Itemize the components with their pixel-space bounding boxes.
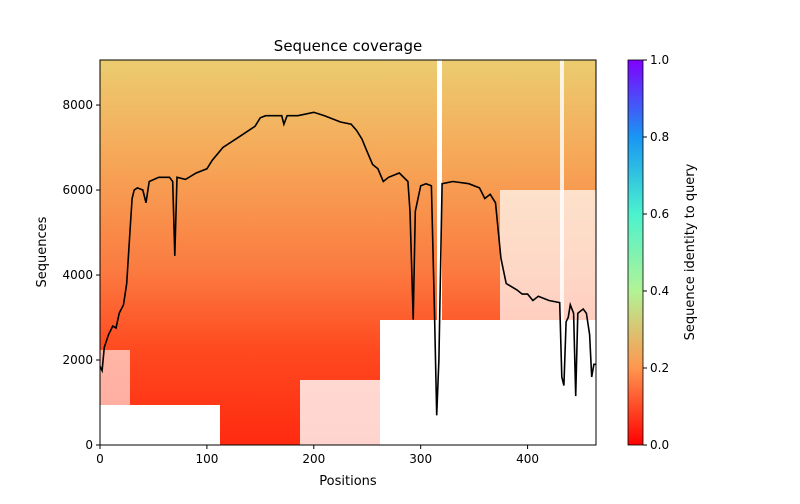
- plot-frame: [99, 59, 597, 446]
- x-tick-label: 200: [302, 452, 325, 466]
- colorbar-tick-label: 0.8: [650, 130, 669, 144]
- x-tick-label: 400: [516, 452, 539, 466]
- y-axis-label: Sequences: [35, 216, 50, 287]
- colorbar-tick-label: 0.2: [650, 361, 669, 375]
- colorbar-tick-label: 1.0: [650, 53, 669, 67]
- y-tick-label: 0: [85, 438, 93, 452]
- colorbar: [627, 59, 644, 446]
- y-tick-label: 6000: [62, 183, 93, 197]
- colorbar-label: Sequence identity to query: [683, 163, 698, 340]
- coverage-line: [99, 111, 596, 416]
- x-tick-label: 300: [409, 452, 432, 466]
- y-tick-label: 8000: [62, 98, 93, 112]
- y-tick-label: 2000: [62, 353, 93, 367]
- x-tick-label: 100: [195, 452, 218, 466]
- colorbar-tick-label: 0.6: [650, 207, 669, 221]
- x-tick-label: 0: [96, 452, 104, 466]
- colorbar-tick-label: 0.0: [650, 438, 669, 452]
- y-tick-label: 4000: [62, 268, 93, 282]
- colorbar-tick-label: 0.4: [650, 284, 669, 298]
- x-axis-label: Positions: [319, 474, 377, 489]
- chart-title: Sequence coverage: [274, 37, 422, 55]
